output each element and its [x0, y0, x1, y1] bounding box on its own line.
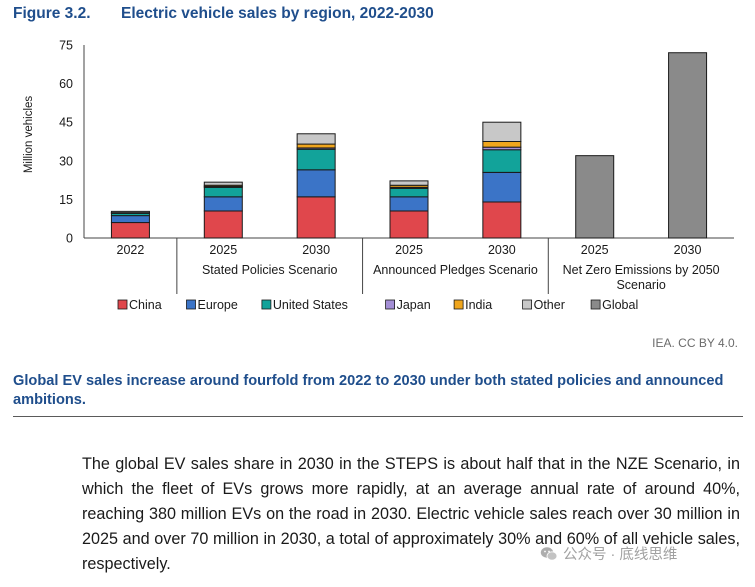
bar-segment-other	[110, 210, 150, 214]
legend-label: United States	[273, 298, 348, 312]
x-tick-label: 2025	[581, 243, 609, 257]
legend-label: Japan	[397, 298, 431, 312]
bar-segment-other	[203, 181, 243, 186]
y-tick-label: 60	[59, 77, 73, 91]
bar-segment-china	[389, 210, 429, 239]
group-label-line: Scenario	[616, 278, 665, 292]
bar-segment-global	[668, 52, 708, 239]
legend-swatch	[261, 299, 272, 310]
y-tick-label: 0	[66, 232, 73, 246]
bar-segment-europe	[482, 171, 522, 203]
bar-segment-other	[296, 133, 336, 145]
figure-title: Figure 3.2. Electric vehicle sales by reg…	[13, 5, 434, 23]
y-tick-label: 75	[59, 39, 73, 53]
bar-segment-united-states	[389, 187, 429, 198]
bar-segment-india	[296, 143, 336, 149]
legend-swatch	[453, 299, 464, 310]
group-label: Net Zero Emissions by 2050 Scenario	[563, 263, 720, 292]
group-label: Announced Pledges Scenario	[373, 263, 538, 277]
bar-segment-united-states	[203, 186, 243, 198]
group-label-line: Announced Pledges Scenario	[373, 263, 538, 277]
x-tick-label: 2030	[488, 243, 516, 257]
watermark: 公众号 · 底线思维	[540, 543, 677, 564]
x-tick-label: 2022	[117, 243, 145, 257]
wechat-icon	[540, 546, 558, 561]
x-tick-label: 2025	[395, 243, 423, 257]
bar-segment-europe	[110, 215, 150, 224]
legend-swatch	[117, 299, 128, 310]
x-tick-label: 2030	[674, 243, 702, 257]
legend-label: China	[129, 298, 162, 312]
bar-segment-united-states	[296, 148, 336, 171]
bar-segment-europe	[296, 169, 336, 198]
bar-segment-other	[482, 121, 522, 142]
x-tick-label: 2025	[209, 243, 237, 257]
ev-sales-chart: Million vehicles 0 15 30 45 60 75 2022 2025 2030 2…	[23, 39, 734, 312]
legend-swatch	[186, 299, 196, 310]
bar-segment-china	[110, 222, 150, 239]
bar-segment-europe	[203, 196, 243, 212]
y-tick-label: 45	[59, 116, 73, 130]
y-axis-label: Million vehicles	[23, 96, 35, 174]
bar-segment-china	[296, 196, 336, 239]
bar-segment-global	[575, 155, 615, 239]
legend-label: Europe	[198, 298, 238, 312]
group-label-line: Net Zero Emissions by 2050	[563, 263, 720, 277]
group-label-line: Stated Policies Scenario	[202, 263, 338, 277]
legend-swatch	[385, 299, 396, 310]
bar-segment-united-states	[482, 149, 522, 173]
bar-segment-china	[482, 201, 522, 239]
legend-swatch	[522, 299, 532, 310]
legend-swatch	[590, 299, 601, 310]
bar-segment-europe	[389, 196, 429, 212]
bar-segment-other	[389, 180, 429, 186]
watermark-text: 公众号 · 底线思维	[563, 547, 678, 563]
legend-label: Other	[534, 298, 565, 312]
legend-label: India	[465, 298, 492, 312]
figure-number: Figure 3.2.	[13, 5, 91, 22]
y-tick-label: 15	[59, 193, 73, 207]
bar-segment-china	[203, 210, 243, 239]
legend-label: Global	[602, 298, 638, 312]
bar-segment-india	[482, 141, 522, 148]
attribution: IEA. CC BY 4.0.	[652, 336, 738, 350]
x-tick-label: 2030	[302, 243, 330, 257]
figure-title-text: Electric vehicle sales by region, 2022-2…	[121, 5, 434, 22]
y-tick-label: 30	[59, 154, 73, 168]
summary-heading: Global EV sales increase around fourfold…	[13, 373, 724, 408]
group-label: Stated Policies Scenario	[202, 263, 338, 277]
divider	[13, 416, 743, 417]
body-paragraph: The global EV sales share in 2030 in the…	[82, 455, 740, 573]
